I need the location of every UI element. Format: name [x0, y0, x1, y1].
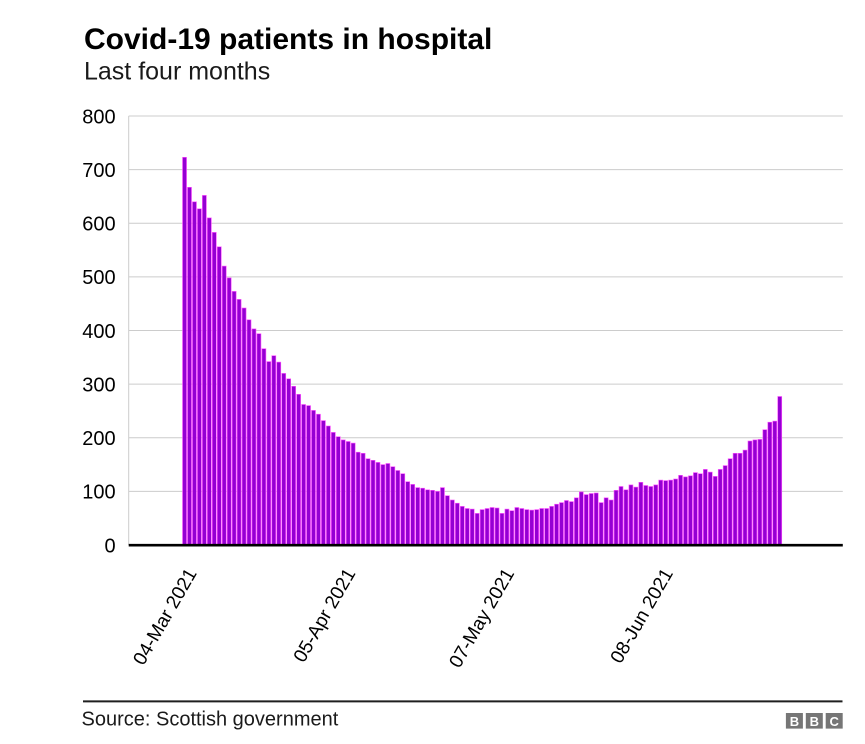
svg-text:800: 800	[82, 106, 115, 128]
svg-text:B: B	[790, 714, 799, 729]
svg-text:700: 700	[82, 160, 115, 182]
svg-text:C: C	[830, 714, 840, 729]
svg-text:100: 100	[82, 482, 115, 504]
svg-text:B: B	[810, 714, 819, 729]
svg-text:07-May 2021: 07-May 2021	[445, 565, 519, 672]
svg-text:05-Apr 2021: 05-Apr 2021	[290, 565, 360, 666]
svg-text:200: 200	[82, 428, 115, 450]
svg-text:500: 500	[82, 267, 115, 289]
svg-text:08-Jun 2021: 08-Jun 2021	[607, 565, 678, 667]
svg-text:04-Mar 2021: 04-Mar 2021	[130, 565, 202, 669]
svg-text:400: 400	[82, 321, 115, 343]
svg-text:Covid-19 patients in hospital: Covid-19 patients in hospital	[84, 23, 492, 56]
svg-text:600: 600	[82, 214, 115, 236]
svg-text:Source: Scottish government: Source: Scottish government	[82, 709, 339, 731]
svg-text:0: 0	[104, 535, 115, 557]
svg-text:300: 300	[82, 374, 115, 396]
svg-text:Last four months: Last four months	[84, 58, 270, 86]
